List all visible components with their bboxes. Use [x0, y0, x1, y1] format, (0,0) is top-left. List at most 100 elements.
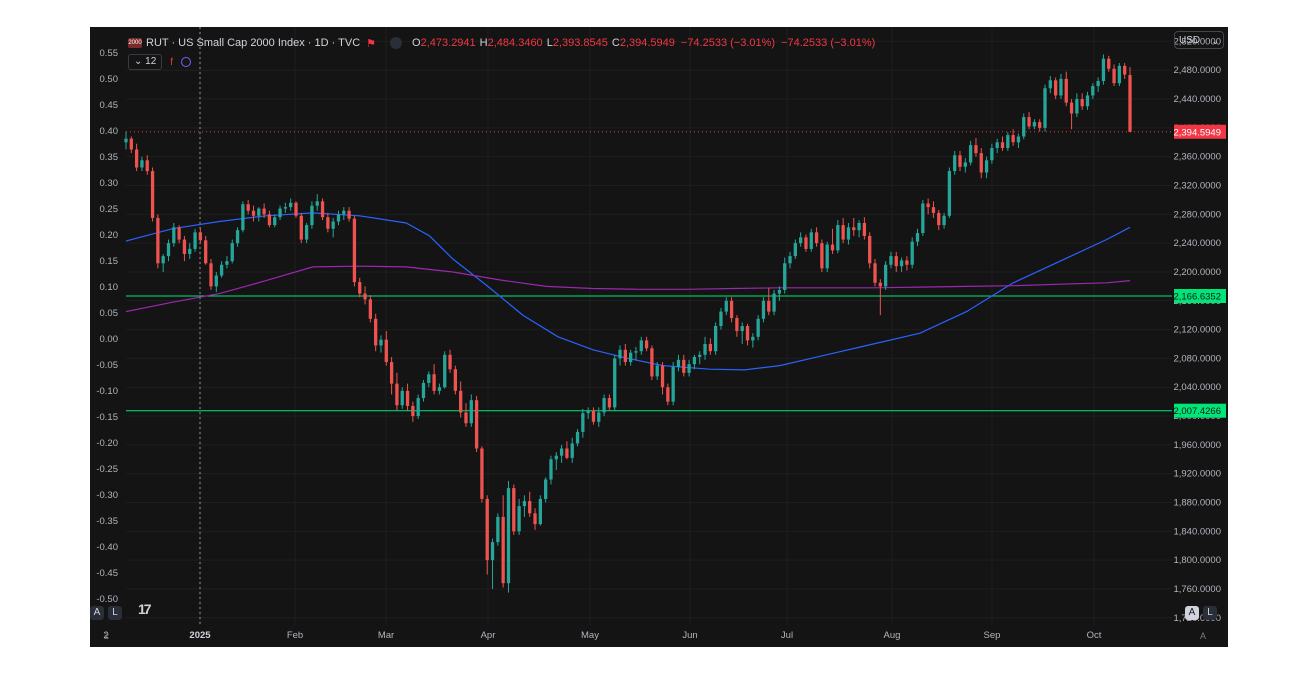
candle-up [984, 160, 989, 173]
candle-down [1069, 102, 1074, 114]
change-value-2: −74.2533 (−3.01%) [781, 37, 876, 49]
candle-down [979, 153, 983, 173]
candle-up [687, 364, 691, 373]
candle-down [389, 362, 394, 384]
tradingview-logo-icon[interactable]: 17 [138, 601, 152, 617]
eye-icon[interactable] [390, 37, 403, 49]
candle-down [623, 349, 627, 363]
auto-scale-button-right[interactable]: A [1185, 606, 1199, 620]
left-axis-tick-label: -0.45 [96, 568, 118, 579]
candle-up [915, 233, 920, 242]
left-axis-tick-label: 0.45 [100, 100, 119, 111]
right-axis: 2,520.00002,480.00002,440.00002,400.0000… [1173, 36, 1221, 623]
candle-up [581, 413, 585, 432]
candle-up [777, 289, 782, 294]
left-axis-tick-label: -0.50 [96, 594, 118, 605]
candle-up [310, 205, 314, 226]
symbol-title[interactable]: RUT · US Small Cap 2000 Index · 1D · TVC [146, 37, 361, 49]
left-axis-tick-label: -0.30 [96, 490, 118, 501]
candle-up [1096, 81, 1100, 87]
candle-up [283, 207, 288, 209]
candle-down [745, 326, 750, 341]
right-axis-tick-label: 1,920.0000 [1173, 469, 1221, 480]
candle-up [554, 455, 558, 460]
change-value: −74.2533 (−3.01%) [680, 37, 776, 49]
chevron-down-icon: ⌄ [1211, 36, 1219, 46]
left-axis-tick-label: -0.05 [96, 360, 118, 371]
candle-down [448, 354, 452, 370]
time-axis-tick-label: Sep [984, 630, 1001, 641]
candle-down [129, 138, 133, 150]
left-axis-tick-label: -0.10 [96, 386, 118, 397]
chart-frame[interactable]: 0.55 0.50 0.45 0.40 0.35 0.30 0.25 0.20 0.15 0.10… [90, 27, 1228, 647]
candle-up [1048, 80, 1052, 89]
candle-down [905, 260, 909, 265]
candle-up [1091, 86, 1095, 96]
candle-up [161, 256, 165, 264]
candle-up [219, 264, 224, 276]
flag-icon[interactable]: ⚑ [366, 37, 377, 50]
right-axis-tick-label: 1,840.0000 [1173, 526, 1221, 537]
candle-down [459, 390, 463, 413]
candle-up [469, 400, 473, 424]
candle-up [496, 516, 500, 543]
collapse-indicators-button[interactable]: ⌄ 12 [128, 54, 163, 70]
candle-up [443, 354, 447, 388]
left-axis-tick-label: -0.20 [96, 438, 118, 449]
candle-down [405, 390, 410, 406]
candle-up [751, 336, 755, 341]
currency-select[interactable]: USD ⌄ [1174, 31, 1224, 49]
candle-up [517, 506, 521, 532]
candle-down [262, 208, 266, 215]
candle-up [692, 356, 697, 365]
time-axis-tick-label: Jun [682, 630, 697, 641]
candle-up [788, 256, 792, 264]
right-axis-tick-label: 2,280.0000 [1173, 209, 1221, 220]
left-axis-tick-label: 0.15 [100, 256, 119, 267]
candle-down [374, 318, 378, 346]
right-axis-tick-label: 2,200.0000 [1173, 267, 1221, 278]
log-scale-button-right[interactable]: L [1203, 606, 1217, 620]
candle-down [1064, 78, 1068, 103]
candle-up [379, 339, 383, 346]
candle-up [172, 227, 176, 244]
candle-up [963, 162, 967, 167]
candle-down [660, 365, 665, 388]
right-axis-tick-label: 2,480.0000 [1173, 65, 1221, 76]
candle-down [974, 145, 978, 154]
auto-scale-button-left[interactable]: A [90, 606, 104, 620]
scale-settings-glyph[interactable]: A [1200, 631, 1207, 641]
candle-up [1016, 136, 1021, 143]
chart-canvas[interactable]: 0.55 0.50 0.45 0.40 0.35 0.30 0.25 0.20 0.15 0.10… [90, 27, 1228, 647]
right-axis-tick-label: 2,320.0000 [1173, 181, 1221, 192]
candle-down [156, 217, 160, 264]
left-axis-tick-label: 0.05 [100, 308, 119, 319]
left-axis-tick-label: 0.00 [100, 334, 119, 345]
candle-down [474, 400, 479, 449]
candle-down [565, 448, 569, 458]
time-axis-tick-label: Apr [481, 630, 496, 641]
indicator-circle-icon[interactable] [181, 57, 192, 67]
candle-up [235, 230, 240, 244]
candle-up [586, 410, 590, 414]
candle-up [719, 311, 723, 326]
indicator-f-label[interactable]: f [170, 56, 174, 68]
go-to-date-glyph[interactable]: 2 [104, 631, 110, 641]
right-axis-tick-label: 1,880.0000 [1173, 498, 1221, 509]
right-axis-tick-label: 2,120.0000 [1173, 325, 1221, 336]
candle-down [931, 207, 936, 213]
candle-up [602, 398, 606, 413]
candle-up [846, 227, 851, 240]
candle-down [363, 293, 367, 300]
candle-up [522, 501, 527, 507]
candle-down [937, 212, 941, 226]
candle-up [740, 326, 744, 332]
candle-up [613, 358, 617, 408]
candle-up [278, 208, 282, 218]
candle-up [304, 225, 309, 240]
candle-up [910, 241, 914, 265]
candle-up [793, 243, 797, 257]
log-scale-button-left[interactable]: L [108, 606, 122, 620]
symbol-legend: 2000 RUT · US Small Cap 2000 Index · 1D … [128, 35, 875, 51]
ohlc-low-value: 2,393.8545 [552, 37, 608, 49]
